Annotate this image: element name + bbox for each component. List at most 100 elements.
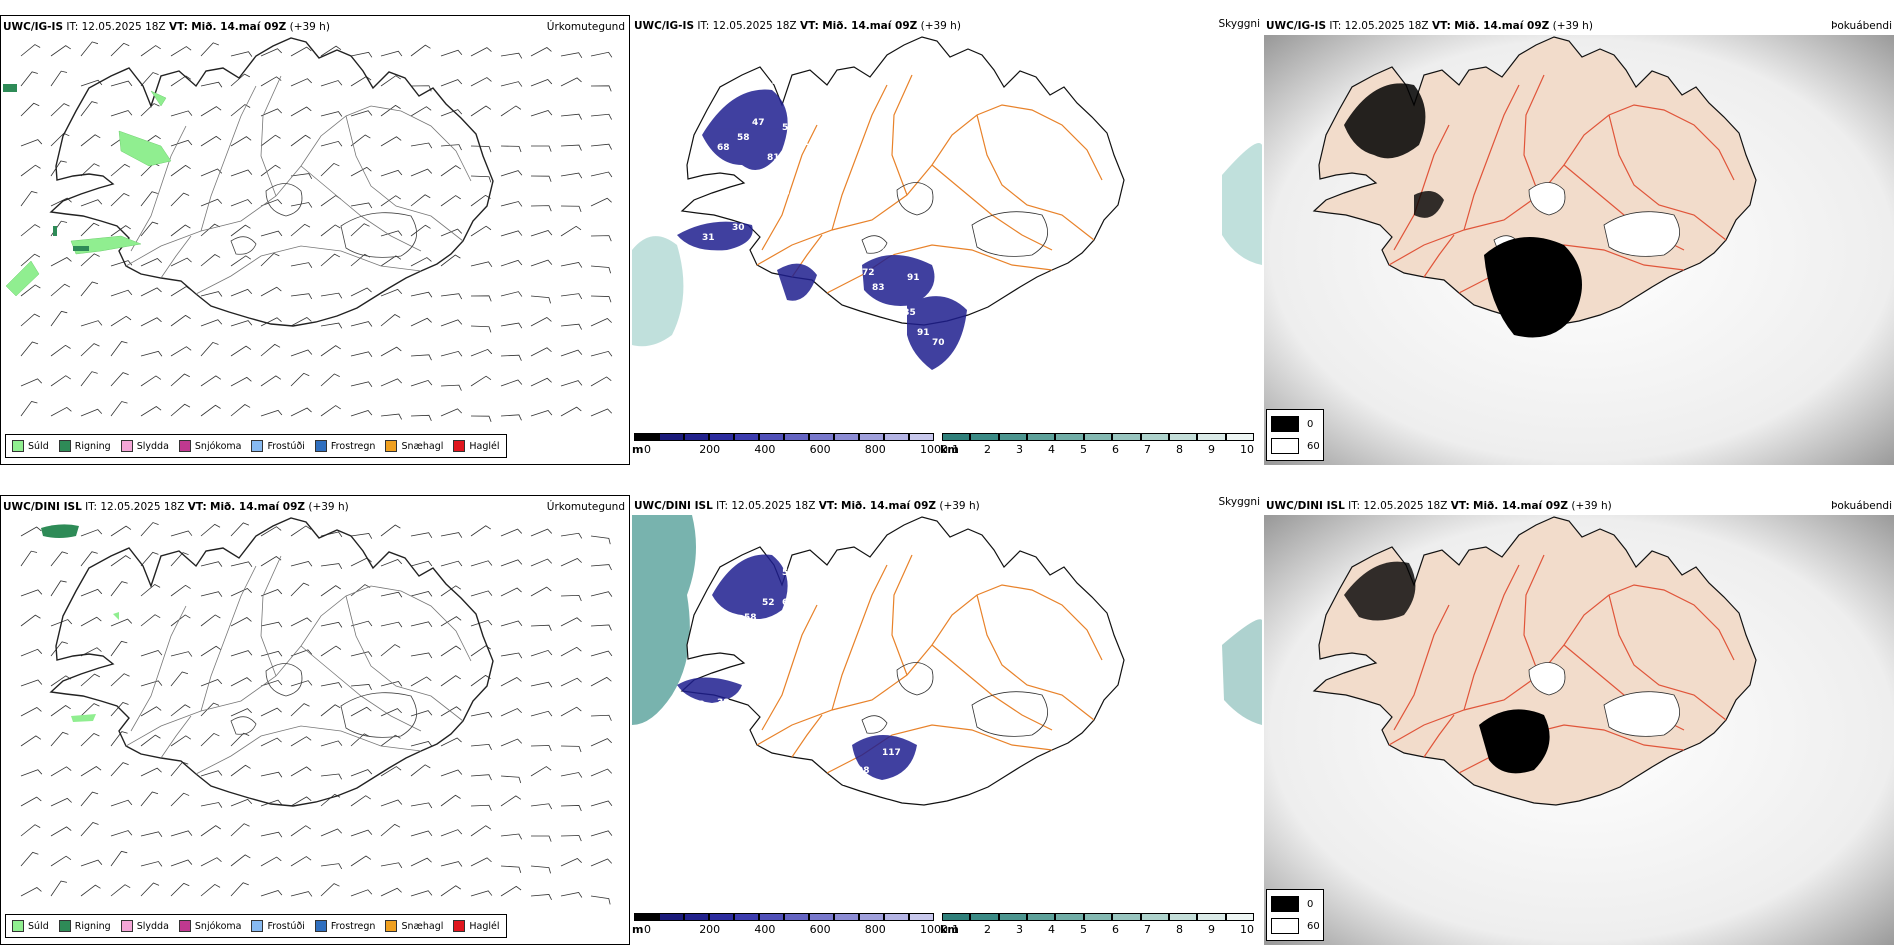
wind-barb xyxy=(560,594,582,602)
panel-title: Þokuábendi xyxy=(1831,500,1892,512)
wind-barb xyxy=(230,199,253,207)
wind-barb xyxy=(50,344,71,357)
precip-rain-area xyxy=(41,524,79,538)
wind-barb xyxy=(20,796,42,807)
colorbar-segment xyxy=(1197,433,1226,441)
wind-barb xyxy=(530,79,553,87)
wind-barb xyxy=(20,71,38,87)
wind-barb xyxy=(80,766,102,777)
wind-barb xyxy=(590,858,613,867)
wind-barb xyxy=(530,766,552,777)
wind-barb xyxy=(590,143,612,150)
wind-barb xyxy=(470,77,492,87)
wind-barb xyxy=(290,736,312,747)
wind-barb xyxy=(380,734,401,747)
precip-type-panel-2: UWC/DINI ISL IT: 12.05.2025 18Z VT: Mið.… xyxy=(0,495,630,945)
wind-barb xyxy=(50,45,71,57)
wind-barb xyxy=(530,47,552,57)
precip-value-label: 55 xyxy=(757,220,770,230)
wind-barb xyxy=(320,111,343,117)
colorbars: m 0 200 400 600 800 1000 km 1 2 3 4 5 6 7 8 9 10 xyxy=(632,433,1262,463)
wind-barb xyxy=(350,684,372,691)
wind-barb xyxy=(500,170,523,177)
wind-barb xyxy=(230,136,252,147)
wind-barb xyxy=(440,861,463,867)
colorbar-tick-label: 200 xyxy=(699,443,721,456)
wind-barb xyxy=(170,882,190,897)
colorbar-segment xyxy=(1083,433,1113,441)
wind-barb xyxy=(410,354,432,361)
wind-barbs xyxy=(20,522,613,905)
legend-item-slydda: Slydda xyxy=(120,920,169,932)
wind-barb xyxy=(320,345,341,357)
precip-value-label: 135 xyxy=(897,308,916,318)
precip-value-label: 52 xyxy=(807,293,820,303)
wind-barb xyxy=(260,199,283,207)
wind-barb xyxy=(530,835,552,842)
wind-barb xyxy=(290,372,310,387)
wind-barb xyxy=(590,768,613,777)
wind-barb xyxy=(20,253,41,267)
wind-barb xyxy=(230,169,253,177)
legend-item-frostudi: Frostúði xyxy=(251,440,305,452)
wind-barb xyxy=(290,407,312,417)
wind-barb xyxy=(470,525,491,537)
colorbar-segment xyxy=(659,433,684,441)
wind-barb xyxy=(320,253,341,267)
wind-barb xyxy=(50,731,69,747)
wind-barb xyxy=(560,113,582,120)
wind-barb xyxy=(290,582,310,597)
wind-barb xyxy=(20,887,42,897)
wind-barb xyxy=(80,253,100,267)
precip-value-label: 58 xyxy=(702,623,715,633)
wind-barb xyxy=(80,79,103,87)
colorbar-tick-label: 3 xyxy=(1016,443,1023,456)
wind-barb xyxy=(410,257,432,267)
colorbar-tick-label: 800 xyxy=(864,923,886,936)
wind-barb xyxy=(290,703,310,717)
wind-barb xyxy=(20,400,38,417)
wind-barb xyxy=(80,791,99,807)
legend-item-snaehagl: Snæhagl xyxy=(385,920,443,932)
colorbar-tick-label: 5 xyxy=(1080,443,1087,456)
wind-barb xyxy=(170,257,192,267)
wind-barb xyxy=(350,889,373,897)
wind-barb xyxy=(20,102,40,117)
colorbar-segment xyxy=(809,913,834,921)
colorbar-segment xyxy=(784,433,809,441)
wind-barb xyxy=(410,741,433,747)
precip-value-label: 72 xyxy=(862,268,875,278)
wind-barb xyxy=(260,707,282,717)
precip-type-panel-1: UWC/IG-IS IT: 12.05.2025 18Z VT: Mið. 14… xyxy=(0,15,630,465)
legend-item-snjokoma: Snjókoma xyxy=(178,920,241,932)
wind-barb xyxy=(170,314,191,327)
wind-barb xyxy=(200,883,221,897)
precip-value-label: 63 xyxy=(782,598,795,608)
wind-barb xyxy=(200,375,222,387)
wind-barb xyxy=(20,164,41,177)
wind-barb xyxy=(170,584,191,597)
wind-barb xyxy=(500,105,522,117)
colorbar-segment xyxy=(1055,913,1084,921)
fog-sea-area xyxy=(632,143,1262,347)
colorbars: m 0 200 400 600 800 1000 km 1 2 3 4 5 6 7 8 9 10 xyxy=(632,913,1262,943)
wind-barb xyxy=(140,831,163,837)
wind-barb xyxy=(500,528,523,537)
wind-barb xyxy=(200,770,223,777)
wind-barb xyxy=(290,202,313,208)
fog-legend-row: 0 xyxy=(1271,416,1313,432)
legend-item-snaehagl: Snæhagl xyxy=(385,440,443,452)
wind-barb xyxy=(350,533,373,539)
wind-barb xyxy=(200,291,223,297)
wind-barb xyxy=(410,764,431,777)
wind-barb xyxy=(560,646,582,657)
wind-barb xyxy=(170,373,190,387)
precip-value-label: 52 xyxy=(762,598,775,608)
wind-barb xyxy=(470,225,492,237)
wind-barb xyxy=(230,320,253,327)
wind-barb xyxy=(80,822,99,837)
wind-barb xyxy=(110,401,128,417)
fog-legend-swatch xyxy=(1271,918,1299,934)
cloud-base-areas xyxy=(677,554,917,780)
